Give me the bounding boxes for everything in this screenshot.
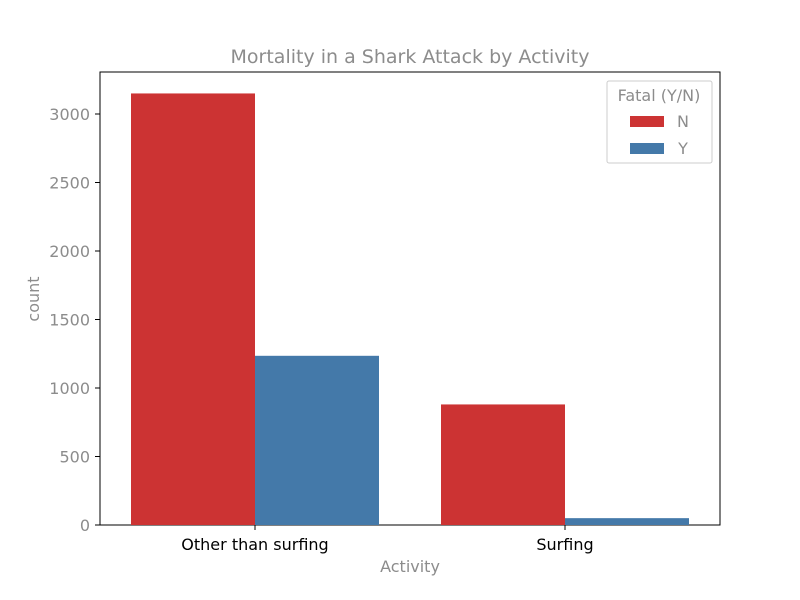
bar-y-1 xyxy=(565,518,689,525)
plot-area xyxy=(99,71,721,526)
chart-title: Mortality in a Shark Attack by Activity xyxy=(231,46,590,68)
bar-y-0 xyxy=(255,355,379,525)
x-tick-label: Other than surfing xyxy=(181,535,328,554)
y-axis-label: count xyxy=(24,276,43,321)
legend-title: Fatal (Y/N) xyxy=(618,86,701,105)
x-axis-label: Activity xyxy=(380,557,440,576)
y-tick-label: 500 xyxy=(59,448,90,467)
legend-swatch-y xyxy=(630,143,664,154)
legend-label-y: Y xyxy=(677,139,688,158)
bars xyxy=(131,93,689,525)
y-axis-ticks: 0 500 1000 1500 2000 2500 3000 xyxy=(49,105,100,535)
y-tick-label: 2500 xyxy=(49,174,90,193)
y-tick-label: 1000 xyxy=(49,379,90,398)
y-tick-label: 0 xyxy=(80,516,90,535)
legend-label-n: N xyxy=(677,112,689,131)
legend-items: NY xyxy=(630,112,689,158)
x-tick-label: Surfing xyxy=(536,535,593,554)
y-tick-label: 1500 xyxy=(49,311,90,330)
x-axis-ticks: Other than surfing Surfing xyxy=(181,525,594,554)
bar-n-1 xyxy=(441,404,565,525)
legend: Fatal (Y/N) NY xyxy=(606,80,713,164)
y-tick-label: 3000 xyxy=(49,105,90,124)
plot-frame xyxy=(99,71,721,526)
legend-swatch-n xyxy=(630,116,664,127)
bar-n-0 xyxy=(131,93,255,525)
y-tick-label: 2000 xyxy=(49,242,90,261)
